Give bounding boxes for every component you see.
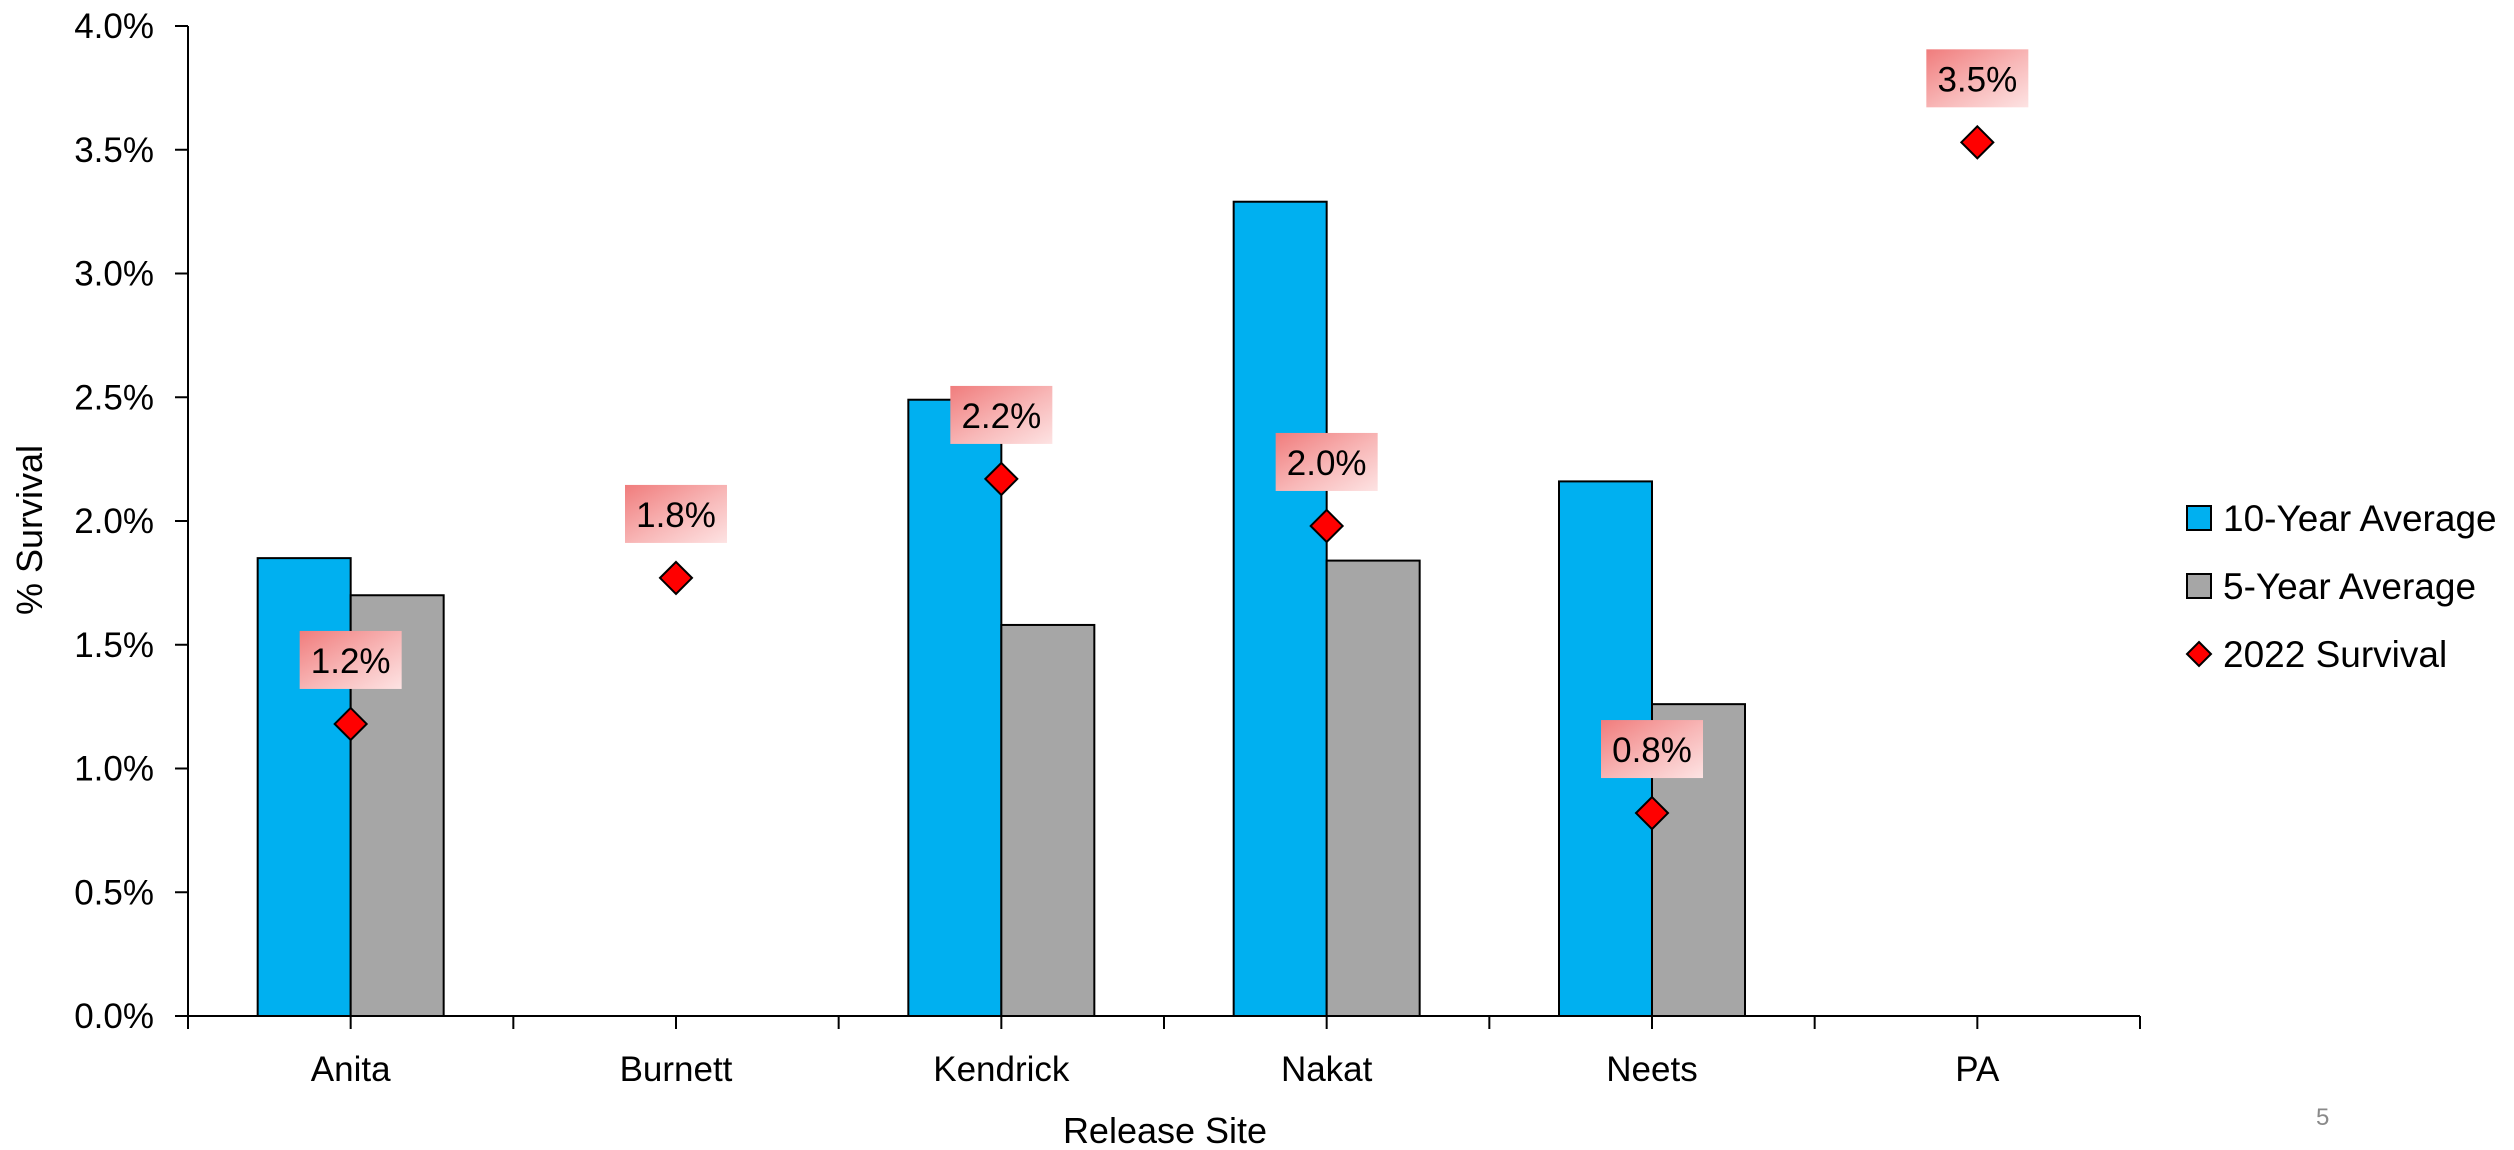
y-tick-label: 2.5% bbox=[74, 378, 154, 417]
legend-label: 2022 Survival bbox=[2223, 634, 2447, 675]
data-label: 1.8% bbox=[636, 496, 716, 535]
marker-2022-survival bbox=[1634, 795, 1670, 831]
legend-swatch bbox=[2185, 640, 2213, 668]
bar-10-year-average bbox=[1232, 200, 1328, 1018]
x-tick-label: Neets bbox=[1606, 1050, 1697, 1089]
x-tick-label: Nakat bbox=[1281, 1050, 1373, 1089]
data-label: 1.2% bbox=[311, 642, 391, 681]
y-tick-label: 1.5% bbox=[74, 626, 154, 665]
x-tick-label: Anita bbox=[311, 1050, 391, 1089]
y-tick-label: 4.0% bbox=[74, 7, 154, 46]
plot-area: 1.2% 1.8% 2.2% 2.0% 0.8% 3.5% bbox=[256, 49, 2029, 1018]
data-label: 0.8% bbox=[1612, 731, 1692, 770]
data-label: 2.2% bbox=[961, 397, 1041, 436]
y-tick-label: 1.0% bbox=[74, 750, 154, 789]
x-tick-label: PA bbox=[1955, 1050, 2000, 1089]
marker-2022-survival bbox=[1309, 508, 1345, 544]
data-label-box bbox=[1275, 432, 1378, 491]
x-tick-label: Kendrick bbox=[933, 1050, 1070, 1089]
data-label-box bbox=[1926, 49, 2029, 108]
legend-label: 10-Year Average bbox=[2223, 498, 2497, 539]
legend-swatch bbox=[2186, 573, 2212, 599]
bar-10-year-average bbox=[907, 398, 1003, 1018]
data-label-box bbox=[1601, 720, 1703, 779]
page-number: 5 bbox=[2316, 1104, 2330, 1131]
legend: 10-Year Average 5-Year Average 2022 Surviv… bbox=[2185, 498, 2497, 675]
marker-2022-survival bbox=[333, 706, 369, 742]
legend-swatch bbox=[2186, 505, 2212, 531]
data-label: 3.5% bbox=[1937, 60, 2017, 99]
x-axis-title: Release Site bbox=[1063, 1110, 1267, 1150]
y-tick-label: 0.0% bbox=[74, 997, 154, 1036]
data-label-box bbox=[950, 385, 1053, 444]
bar-10-year-average bbox=[256, 557, 352, 1017]
y-axis-title: % Survival bbox=[9, 445, 50, 615]
data-label-box bbox=[299, 630, 402, 689]
axes: % Survival Release Site 0.0% 0.5% 1.0% 1.5%… bbox=[9, 7, 2141, 1150]
bar-5-year-average bbox=[1000, 623, 1096, 1017]
marker-2022-survival bbox=[1959, 124, 1995, 160]
y-tick-label: 3.0% bbox=[74, 255, 154, 294]
bar-5-year-average bbox=[1325, 559, 1421, 1017]
y-tick-label: 2.0% bbox=[74, 502, 154, 541]
data-label-box bbox=[625, 484, 727, 543]
marker-2022-survival bbox=[658, 560, 694, 596]
y-tick-label: 3.5% bbox=[74, 131, 154, 170]
data-label: 2.0% bbox=[1287, 444, 1367, 483]
y-tick-label: 0.5% bbox=[74, 873, 154, 912]
x-tick-label: Burnett bbox=[620, 1050, 733, 1089]
marker-2022-survival bbox=[983, 461, 1019, 497]
legend-label: 5-Year Average bbox=[2223, 566, 2476, 607]
